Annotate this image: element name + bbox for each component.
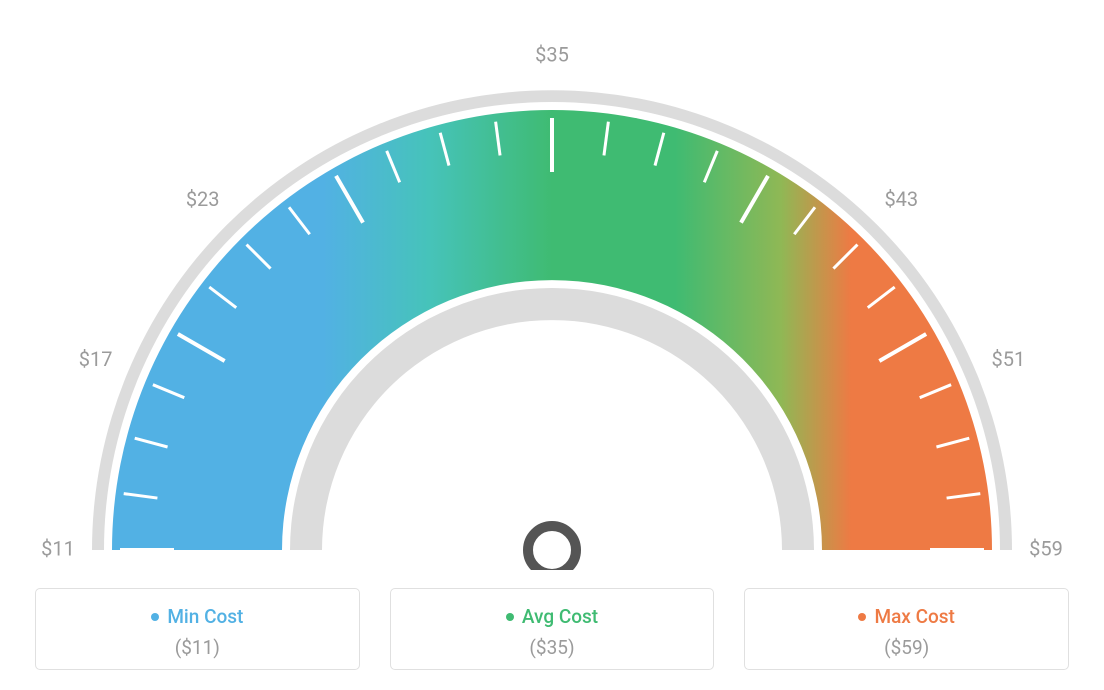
legend-box-min: Min Cost ($11)	[35, 588, 360, 670]
legend: Min Cost ($11) Avg Cost ($35) Max Cost ($59)	[0, 588, 1104, 670]
legend-label: Max Cost	[874, 605, 954, 628]
legend-dot-icon	[506, 613, 514, 621]
gauge-tick-label: $43	[884, 187, 918, 211]
gauge-tick-label: $11	[41, 536, 75, 560]
legend-box-max: Max Cost ($59)	[744, 588, 1069, 670]
legend-value: ($59)	[745, 636, 1068, 659]
legend-title: Max Cost	[858, 605, 954, 628]
gauge-tick-label: $35	[535, 42, 569, 66]
legend-dot-icon	[858, 613, 866, 621]
gauge-tick-label: $23	[186, 187, 220, 211]
legend-title: Min Cost	[151, 605, 243, 628]
cost-gauge: $11 $17 $23 $35 $43 $51 $59	[0, 10, 1104, 570]
legend-value: ($11)	[36, 636, 359, 659]
gauge-tick-label: $59	[1029, 536, 1063, 560]
legend-label: Min Cost	[167, 605, 243, 628]
gauge-tick-label: $51	[992, 347, 1026, 371]
legend-box-avg: Avg Cost ($35)	[390, 588, 715, 670]
legend-title: Avg Cost	[506, 605, 598, 628]
gauge-svg: $11 $17 $23 $35 $43 $51 $59	[0, 10, 1104, 570]
gauge-tick-label: $17	[79, 347, 113, 371]
legend-dot-icon	[151, 613, 159, 621]
legend-value: ($35)	[391, 636, 714, 659]
gauge-needle-hub	[528, 526, 576, 570]
legend-label: Avg Cost	[522, 605, 598, 628]
gauge-arc	[112, 110, 992, 550]
